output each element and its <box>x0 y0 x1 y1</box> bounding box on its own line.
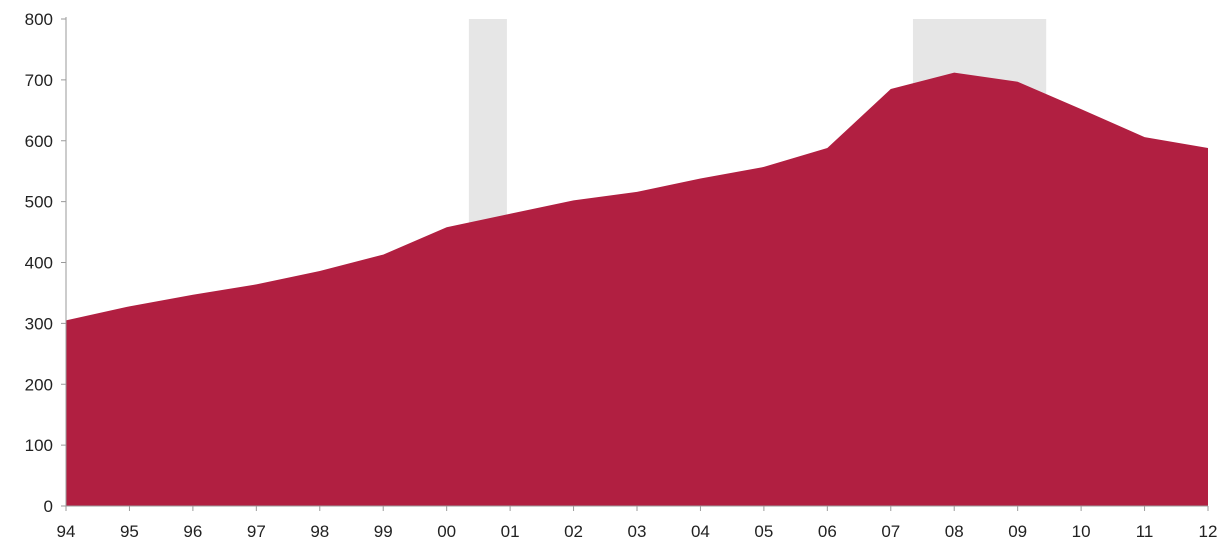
axes-layer <box>61 17 1209 511</box>
x-tick-label-11: 11 <box>1136 522 1154 541</box>
x-tick-label-01: 01 <box>501 522 520 541</box>
y-tick-label-0: 0 <box>44 497 53 516</box>
x-tick-label-04: 04 <box>691 522 710 541</box>
x-tick-label-00: 00 <box>437 522 456 541</box>
y-tick-label-100: 100 <box>25 436 53 455</box>
x-tick-label-96: 96 <box>183 522 202 541</box>
area-series-1 <box>66 72 1208 506</box>
y-tick-label-500: 500 <box>25 193 53 212</box>
x-tick-label-05: 05 <box>754 522 773 541</box>
x-tick-label-98: 98 <box>310 522 329 541</box>
x-tick-labels: 94 95 96 97 98 99 00 01 02 03 04 05 06 07 08 09 10 11 12 <box>57 522 1218 541</box>
x-tick-label-99: 99 <box>374 522 393 541</box>
y-tick-label-600: 600 <box>25 132 53 151</box>
x-tick-label-09: 09 <box>1008 522 1027 541</box>
x-tick-label-02: 02 <box>564 522 583 541</box>
y-tick-labels: 0 100 200 300 400 500 600 700 800 <box>25 10 53 516</box>
area-series-layer <box>66 72 1208 506</box>
y-tick-label-400: 400 <box>25 254 53 273</box>
x-tick-label-94: 94 <box>57 522 76 541</box>
x-tick-label-95: 95 <box>120 522 139 541</box>
x-tick-label-06: 06 <box>818 522 837 541</box>
x-tick-label-07: 07 <box>881 522 900 541</box>
x-tick-label-12: 12 <box>1199 522 1218 541</box>
x-tick-label-08: 08 <box>945 522 964 541</box>
y-tick-label-700: 700 <box>25 71 53 90</box>
x-tick-label-03: 03 <box>628 522 647 541</box>
x-tick-label-10: 10 <box>1072 522 1091 541</box>
y-tick-label-200: 200 <box>25 375 53 394</box>
y-tick-label-300: 300 <box>25 314 53 333</box>
x-tick-label-97: 97 <box>247 522 266 541</box>
y-tick-label-800: 800 <box>25 10 53 29</box>
